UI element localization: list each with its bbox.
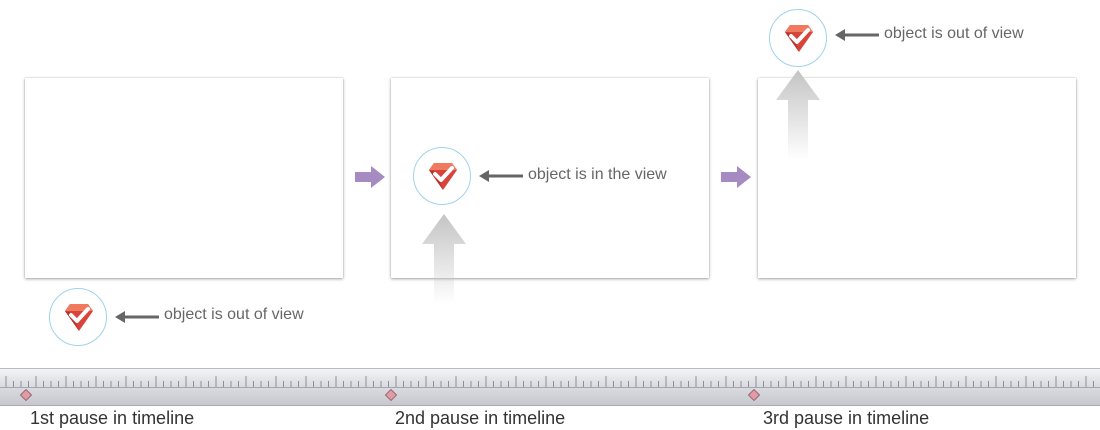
pause-label-3: 3rd pause in timeline [763, 408, 930, 428]
arrow-right-icon [355, 166, 385, 188]
arrow-right-icon [721, 166, 751, 188]
timeline-ruler[interactable] [0, 368, 1100, 406]
pause-label-2: 2nd pause in timeline [395, 408, 566, 428]
gem-check-icon [769, 9, 827, 67]
arrow-up-icon [422, 214, 466, 304]
gem-check-icon [413, 147, 471, 205]
arrow-left-icon [479, 170, 523, 182]
out-of-view-label-top: object is out of view [884, 25, 1024, 42]
in-view-label: object is in the view [528, 166, 667, 183]
diamond-marker-icon[interactable] [385, 389, 397, 401]
gem-check-icon [49, 288, 107, 346]
arrow-up-icon [776, 70, 820, 160]
arrow-left-icon [835, 29, 879, 41]
diamond-marker-icon[interactable] [20, 389, 32, 401]
out-of-view-label-bottom: object is out of view [164, 306, 304, 323]
pause-label-1: 1st pause in timeline [30, 408, 195, 428]
timeline-ticks [0, 376, 1100, 388]
arrow-left-icon [115, 311, 159, 323]
frame-panel-1 [25, 78, 343, 278]
diamond-marker-icon[interactable] [748, 389, 760, 401]
frame-panel-3 [758, 78, 1076, 278]
